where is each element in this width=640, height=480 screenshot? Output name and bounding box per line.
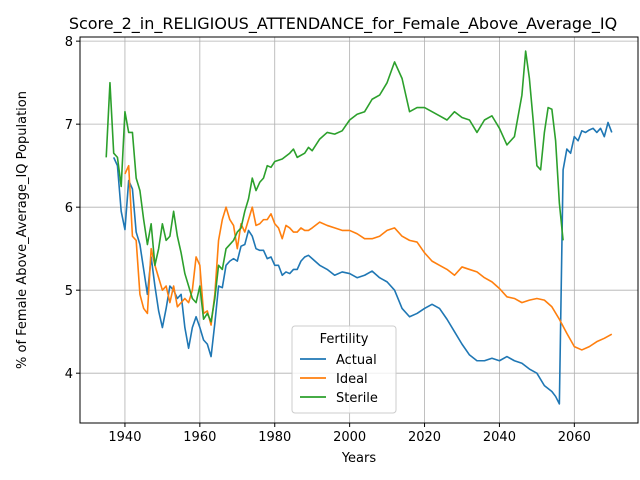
legend-title: Fertility: [320, 332, 369, 347]
x-tick-label: 1960: [183, 430, 216, 445]
legend: Fertility Actual Ideal Sterile: [291, 325, 397, 414]
x-tick-label: 2060: [558, 430, 591, 445]
y-tick-label: 8: [65, 35, 73, 50]
x-tick-label: 2000: [333, 430, 366, 445]
legend-label-sterile: Sterile: [336, 391, 378, 406]
legend-label-ideal: Ideal: [336, 372, 368, 387]
x-axis-ticks: 1940 1960 1980 2000 2020 2040 2060: [108, 423, 591, 445]
y-tick-label: 5: [65, 284, 73, 299]
legend-entries: Actual Ideal Sterile: [300, 353, 378, 406]
y-tick-label: 4: [65, 367, 73, 382]
y-tick-label: 6: [65, 201, 73, 216]
y-axis-ticks: 4 5 6 7 8: [65, 35, 80, 382]
series-line-actual: [112, 121, 613, 405]
plot-area-frame: [79, 36, 639, 424]
y-tick-label: 7: [65, 118, 73, 133]
series-line-sterile: [105, 50, 564, 323]
legend-label-actual: Actual: [336, 353, 377, 368]
series-lines: [105, 50, 613, 405]
x-tick-label: 2020: [408, 430, 441, 445]
x-axis-label: Years: [341, 451, 377, 466]
x-tick-label: 1940: [108, 430, 141, 445]
series-line-ideal: [124, 164, 613, 351]
legend-box: [291, 325, 397, 414]
x-tick-label: 2040: [483, 430, 516, 445]
chart-title: Score_2_in_RELIGIOUS_ATTENDANCE_for_Fema…: [69, 14, 617, 34]
x-tick-label: 1980: [258, 430, 291, 445]
y-axis-label: % of Female Above_Average_IQ Population: [15, 91, 30, 369]
